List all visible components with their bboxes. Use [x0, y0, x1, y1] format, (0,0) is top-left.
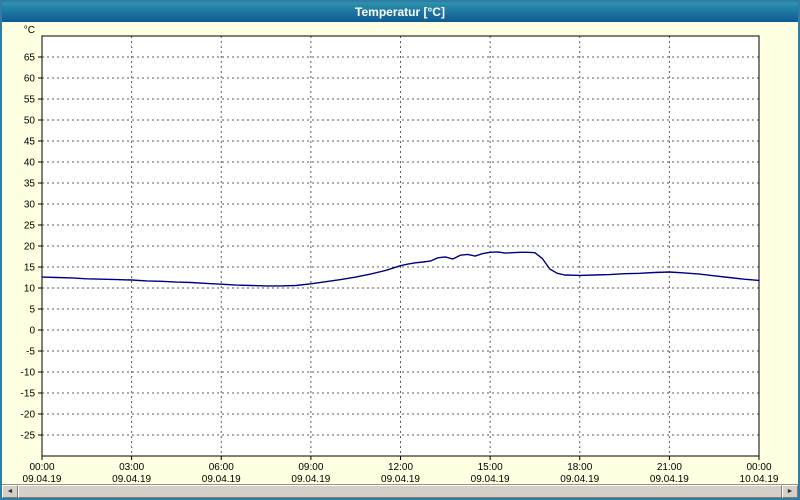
svg-text:00:00: 00:00 — [29, 462, 54, 473]
svg-text:21:00: 21:00 — [657, 462, 682, 473]
svg-text:09.04.19: 09.04.19 — [381, 474, 420, 484]
svg-text:09.04.19: 09.04.19 — [291, 474, 330, 484]
svg-text:°C: °C — [24, 25, 35, 36]
svg-text:-25: -25 — [21, 431, 36, 442]
svg-text:25: 25 — [24, 221, 36, 232]
scroll-right-icon: ► — [786, 488, 794, 495]
svg-text:55: 55 — [24, 95, 36, 106]
svg-text:-20: -20 — [21, 410, 36, 421]
svg-text:10.04.19: 10.04.19 — [740, 474, 779, 484]
scroll-left-icon: ◄ — [6, 488, 14, 495]
svg-text:-15: -15 — [21, 389, 36, 400]
svg-text:20: 20 — [24, 242, 36, 253]
svg-text:-5: -5 — [26, 347, 35, 358]
svg-text:15:00: 15:00 — [478, 462, 503, 473]
svg-text:00:00: 00:00 — [746, 462, 771, 473]
scrollbar-thumb[interactable] — [18, 485, 782, 498]
svg-text:09.04.19: 09.04.19 — [202, 474, 241, 484]
svg-text:-10: -10 — [21, 368, 36, 379]
svg-text:09:00: 09:00 — [298, 462, 323, 473]
scrollbar-track[interactable] — [18, 485, 782, 498]
svg-text:65: 65 — [24, 53, 36, 64]
svg-text:09.04.19: 09.04.19 — [650, 474, 689, 484]
svg-text:18:00: 18:00 — [567, 462, 592, 473]
svg-text:35: 35 — [24, 179, 36, 190]
temperature-line-chart: 65605550454035302520151050-5-10-15-20-25… — [21, 25, 779, 484]
svg-text:60: 60 — [24, 74, 36, 85]
svg-text:12:00: 12:00 — [388, 462, 413, 473]
svg-text:30: 30 — [24, 200, 36, 211]
svg-text:10: 10 — [24, 284, 36, 295]
svg-text:15: 15 — [24, 263, 36, 274]
window-title: Temperatur [°C] — [355, 5, 445, 19]
horizontal-scrollbar[interactable]: ◄ ► — [2, 484, 798, 498]
svg-text:0: 0 — [29, 326, 35, 337]
svg-text:45: 45 — [24, 137, 36, 148]
chart-region: 65 60 55 50 45 40 35 30 25 20 15 10 5 0 -5 -10 -15 -20 -25… — [2, 22, 798, 484]
svg-text:50: 50 — [24, 116, 36, 127]
svg-text:09.04.19: 09.04.19 — [112, 474, 151, 484]
svg-text:06:00: 06:00 — [209, 462, 234, 473]
svg-text:09.04.19: 09.04.19 — [23, 474, 62, 484]
svg-text:40: 40 — [24, 158, 36, 169]
scroll-left-button[interactable]: ◄ — [2, 485, 18, 498]
svg-text:5: 5 — [29, 305, 35, 316]
scroll-right-button[interactable]: ► — [782, 485, 798, 498]
svg-text:09.04.19: 09.04.19 — [471, 474, 510, 484]
window-titlebar: Temperatur [°C] — [2, 2, 798, 22]
svg-text:09.04.19: 09.04.19 — [560, 474, 599, 484]
svg-text:03:00: 03:00 — [119, 462, 144, 473]
